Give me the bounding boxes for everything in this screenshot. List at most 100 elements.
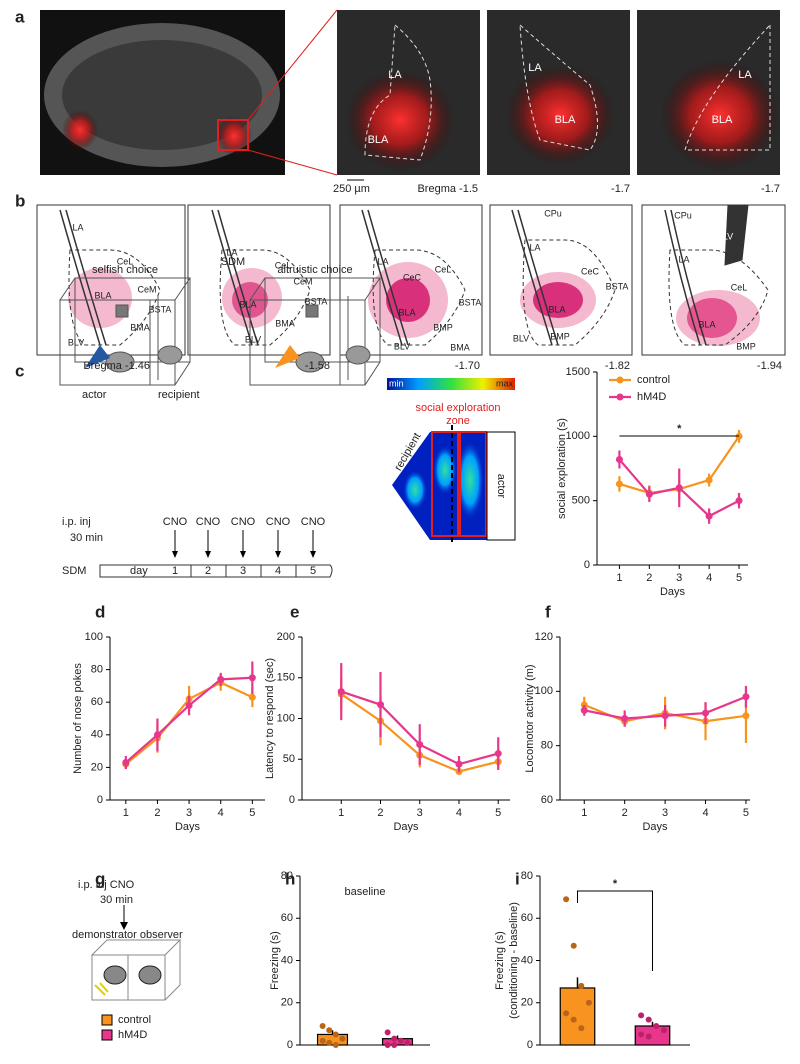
region-label: LA xyxy=(529,242,540,252)
legend-label: hM4D xyxy=(118,1029,147,1041)
legend-swatch xyxy=(101,1014,113,1026)
bregma-label: -1.82 xyxy=(605,360,630,372)
data-point xyxy=(248,674,256,682)
significance-star: * xyxy=(677,423,682,435)
choice-label: selfish choice xyxy=(92,264,158,276)
data-point xyxy=(660,1027,667,1034)
region-label: BLA xyxy=(239,299,256,309)
x-tick-label: 2 xyxy=(646,572,652,584)
scale-bar-label: 250 µm xyxy=(333,183,370,195)
data-point xyxy=(153,731,161,739)
bregma-label: -1.58 xyxy=(305,360,330,372)
data-point xyxy=(391,1042,398,1048)
data-point xyxy=(384,1029,391,1036)
region-label: CeL xyxy=(275,260,292,270)
region-label: CeM xyxy=(137,284,156,294)
bregma-label: Bregma -1.5 xyxy=(417,183,478,195)
fc-schematic xyxy=(90,905,182,1001)
y-tick-label: 50 xyxy=(283,753,295,765)
data-point xyxy=(702,709,710,717)
arrow-head xyxy=(240,551,246,558)
legend-swatch xyxy=(101,1029,113,1041)
bregma-label: -1.70 xyxy=(455,360,480,372)
region-label: CeC xyxy=(403,272,422,282)
legend-label: hM4D xyxy=(637,391,666,403)
brain-images xyxy=(40,9,780,181)
y-axis-title: (conditioning - baseline) xyxy=(508,902,520,1019)
panel-letter: g xyxy=(95,869,105,888)
x-tick-label: 2 xyxy=(154,807,160,819)
x-tick-label: 3 xyxy=(676,572,682,584)
role-label: actor xyxy=(82,389,107,401)
region-label: BMA xyxy=(450,342,470,352)
y-tick-label: 80 xyxy=(91,664,103,676)
day-label: 3 xyxy=(240,565,246,577)
data-point xyxy=(705,476,713,484)
bar xyxy=(381,1038,414,1046)
panel-letter: h xyxy=(285,869,295,888)
y-axis-title: Number of nose pokes xyxy=(72,663,84,774)
region-label: BMP xyxy=(550,331,570,341)
data-point xyxy=(742,693,750,701)
x-axis-title: Days xyxy=(175,821,201,833)
significance-bracket xyxy=(577,890,653,971)
x-tick-label: 2 xyxy=(377,807,383,819)
data-point xyxy=(645,490,653,498)
y-tick-label: 20 xyxy=(521,997,533,1009)
role-label: demonstrator observer xyxy=(72,929,183,941)
data-point xyxy=(570,1016,577,1023)
x-tick-label: 4 xyxy=(706,572,712,584)
arrow-head xyxy=(172,551,178,558)
day-label: 5 xyxy=(310,565,316,577)
data-point xyxy=(326,1027,333,1034)
region-label: CeC xyxy=(581,266,600,276)
x-tick-label: 1 xyxy=(123,807,129,819)
region-label: BLV xyxy=(245,334,261,344)
x-tick-label: 3 xyxy=(417,807,423,819)
data-point xyxy=(455,760,463,768)
data-point xyxy=(645,1033,652,1040)
region-label: BMP xyxy=(433,322,453,332)
region-label: BLV xyxy=(394,341,410,351)
y-tick-label: 0 xyxy=(97,794,103,806)
role-label: recipient xyxy=(158,389,200,401)
data-point xyxy=(653,1022,660,1029)
drug-label: CNO xyxy=(196,516,221,528)
legend-dot xyxy=(616,393,624,401)
panel-letter: f xyxy=(545,602,551,621)
bar xyxy=(559,987,596,1046)
significance-star: * xyxy=(613,878,618,890)
data-point xyxy=(661,712,669,720)
data-point xyxy=(397,1037,404,1044)
data-point xyxy=(570,942,577,949)
data-point xyxy=(638,1012,645,1019)
data-point xyxy=(563,1010,570,1017)
bregma-label: Bregma -1.46 xyxy=(83,360,150,372)
data-point xyxy=(494,750,502,758)
bregma-label: -1.94 xyxy=(757,360,782,372)
legend-label: control xyxy=(118,1014,151,1026)
data-point xyxy=(332,1042,339,1048)
y-tick-label: 100 xyxy=(277,712,295,724)
y-tick-label: 80 xyxy=(281,870,293,882)
data-point xyxy=(580,706,588,714)
data-point xyxy=(705,512,713,520)
y-tick-label: 150 xyxy=(277,672,295,684)
sdm-title: SDM xyxy=(221,256,245,268)
drug-label: CNO xyxy=(163,516,188,528)
delay-label: 30 min xyxy=(70,532,103,544)
x-tick-label: 2 xyxy=(622,807,628,819)
y-tick-label: 40 xyxy=(521,954,533,966)
panel-letter: e xyxy=(290,602,299,621)
legend-dot xyxy=(616,376,624,384)
region-label: BLA xyxy=(398,307,415,317)
arrow-head xyxy=(310,551,316,558)
y-tick-label: 1500 xyxy=(566,366,590,378)
y-tick-label: 40 xyxy=(281,954,293,966)
region-label: CPu xyxy=(544,208,562,218)
y-tick-label: 20 xyxy=(91,761,103,773)
y-tick-label: 1000 xyxy=(566,430,590,442)
delay-label: 30 min xyxy=(100,894,133,906)
y-tick-label: 100 xyxy=(85,631,103,643)
drug-label: CNO xyxy=(301,516,326,528)
